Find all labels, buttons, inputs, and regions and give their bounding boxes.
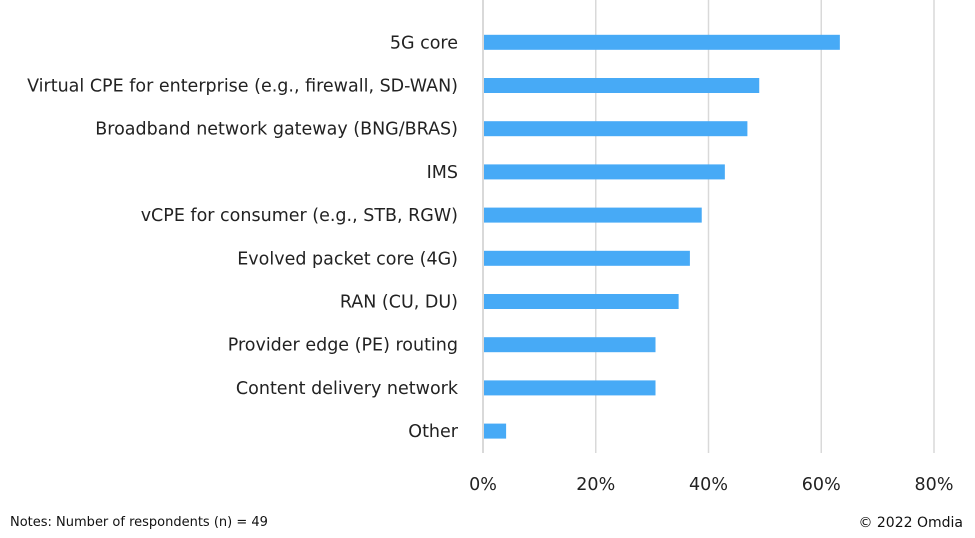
category-label: Provider edge (PE) routing [228,336,458,356]
x-tick-label: 40% [689,475,728,495]
bar [484,250,690,266]
category-label: IMS [427,163,458,183]
bar [484,294,679,309]
category-label: vCPE for consumer (e.g., STB, RGW) [141,206,458,226]
notes: Notes: Number of respondents (n) = 49 [10,515,268,530]
x-tick-label: 20% [576,475,615,495]
bar [484,34,840,50]
bar [484,78,760,93]
category-label: Evolved packet core (4G) [237,249,458,269]
bar [484,337,656,353]
bar [484,164,725,180]
category-label: Other [408,422,458,442]
x-tick-label: 80% [915,475,954,495]
category-label: Virtual CPE for enterprise (e.g., firewa… [27,77,458,97]
category-label: RAN (CU, DU) [340,293,458,313]
x-tick-label: 60% [802,475,841,495]
bar [484,121,748,137]
bar [484,380,656,396]
x-tick-label: 0% [469,475,497,495]
bar [484,423,507,439]
copyright: © 2022 Omdia [858,515,963,531]
category-label: 5G core [390,33,458,53]
category-label: Content delivery network [236,379,459,399]
bar [484,207,702,223]
category-label: Broadband network gateway (BNG/BRAS) [95,120,458,140]
